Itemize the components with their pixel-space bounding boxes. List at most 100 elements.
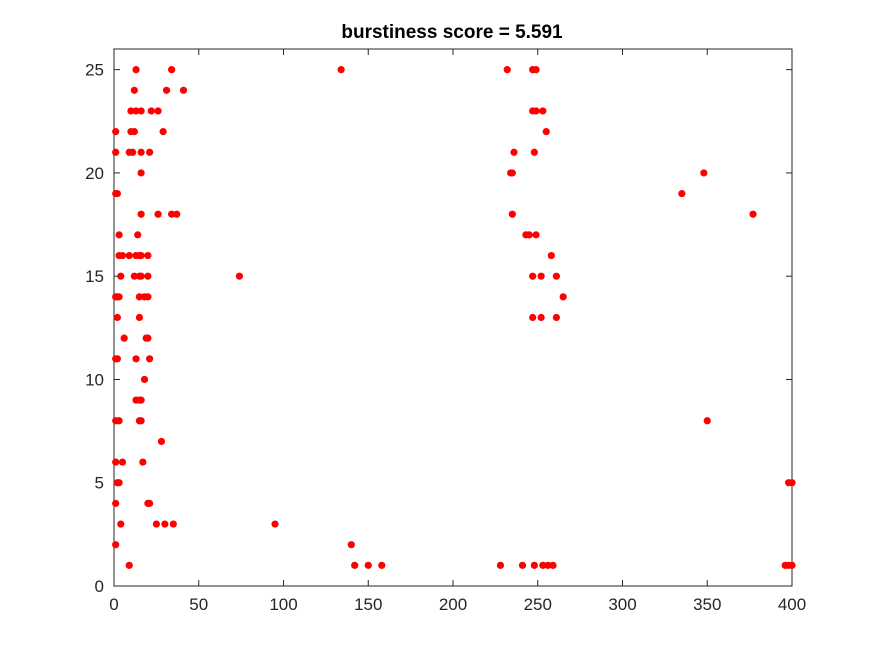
data-point (157, 437, 166, 446)
data-point (179, 86, 188, 94)
data-point (112, 499, 120, 507)
data-point (337, 66, 345, 74)
data-point (130, 272, 138, 280)
data-point (145, 148, 154, 156)
data-point (700, 169, 708, 177)
chart-title: burstiness score = 5.591 (341, 22, 563, 43)
data-point (132, 66, 140, 74)
data-point (135, 293, 144, 301)
data-points (112, 66, 796, 569)
data-point (503, 66, 511, 74)
data-point (544, 561, 552, 569)
data-point (532, 66, 540, 74)
y-tick-label: 5 (95, 474, 104, 493)
data-point (132, 107, 140, 115)
data-point (152, 520, 160, 528)
x-tick-label: 350 (693, 595, 721, 614)
data-point (364, 561, 372, 569)
data-point (532, 231, 540, 239)
data-point (125, 251, 133, 260)
data-point (168, 66, 176, 74)
data-point (154, 107, 162, 115)
data-point (137, 210, 145, 218)
data-point (496, 561, 505, 569)
x-tick-label: 300 (608, 595, 636, 614)
data-point (113, 189, 121, 198)
data-point (169, 520, 177, 528)
data-point (125, 561, 133, 569)
data-point (127, 107, 135, 115)
data-point (118, 458, 127, 466)
data-point (510, 148, 518, 156)
data-point (532, 107, 540, 115)
data-point (115, 293, 123, 301)
data-point (552, 313, 560, 322)
y-tick-label: 15 (85, 267, 104, 286)
data-point (549, 561, 557, 569)
data-point (145, 499, 154, 507)
axis-ticks: 0 50 100 150 200 250 300 350 400 0 5 10 15 20 25 (85, 49, 806, 614)
data-point (703, 417, 711, 425)
y-tick-label: 10 (85, 370, 104, 389)
data-point (749, 210, 757, 218)
x-tick-label: 100 (269, 595, 297, 614)
data-point (539, 561, 547, 569)
data-point (130, 128, 138, 136)
y-tick-label: 20 (85, 164, 104, 183)
data-point (788, 479, 796, 487)
data-point (347, 541, 355, 549)
data-point (145, 355, 154, 363)
data-point (134, 231, 142, 239)
data-point (144, 272, 152, 280)
data-point (113, 355, 121, 363)
data-point (113, 313, 121, 322)
data-point (529, 313, 537, 322)
data-point (537, 272, 545, 280)
data-point (112, 541, 120, 549)
data-point (140, 375, 149, 384)
data-point (112, 148, 120, 156)
data-point (120, 334, 128, 342)
data-point (271, 520, 279, 528)
data-point (118, 251, 127, 260)
data-point (542, 128, 550, 136)
data-point (144, 251, 152, 260)
data-point (788, 561, 796, 569)
data-point (378, 561, 386, 569)
data-point (173, 210, 181, 218)
data-point (552, 272, 560, 280)
data-point (137, 251, 145, 260)
data-point (161, 520, 169, 528)
data-point (537, 313, 545, 322)
data-point (547, 251, 555, 260)
data-point (137, 396, 145, 404)
data-point (135, 313, 144, 322)
data-point (112, 128, 120, 136)
data-point (678, 189, 686, 198)
data-point (147, 107, 155, 115)
data-point (159, 128, 167, 136)
data-point (530, 561, 538, 569)
data-point (530, 148, 538, 156)
data-point (235, 272, 244, 280)
data-point (130, 86, 138, 94)
x-tick-label: 250 (524, 595, 552, 614)
data-point (525, 231, 533, 239)
data-point (508, 169, 516, 177)
data-point (529, 272, 537, 280)
data-point (117, 520, 125, 528)
data-point (137, 107, 145, 115)
data-point (115, 479, 123, 487)
y-tick-label: 25 (85, 61, 104, 80)
data-point (168, 210, 176, 218)
x-tick-label: 50 (189, 595, 208, 614)
data-point (137, 169, 145, 177)
data-point (154, 210, 162, 218)
data-point (559, 293, 567, 301)
data-point (112, 458, 120, 466)
data-point (137, 148, 145, 156)
data-point (508, 210, 516, 218)
x-tick-label: 200 (439, 595, 467, 614)
